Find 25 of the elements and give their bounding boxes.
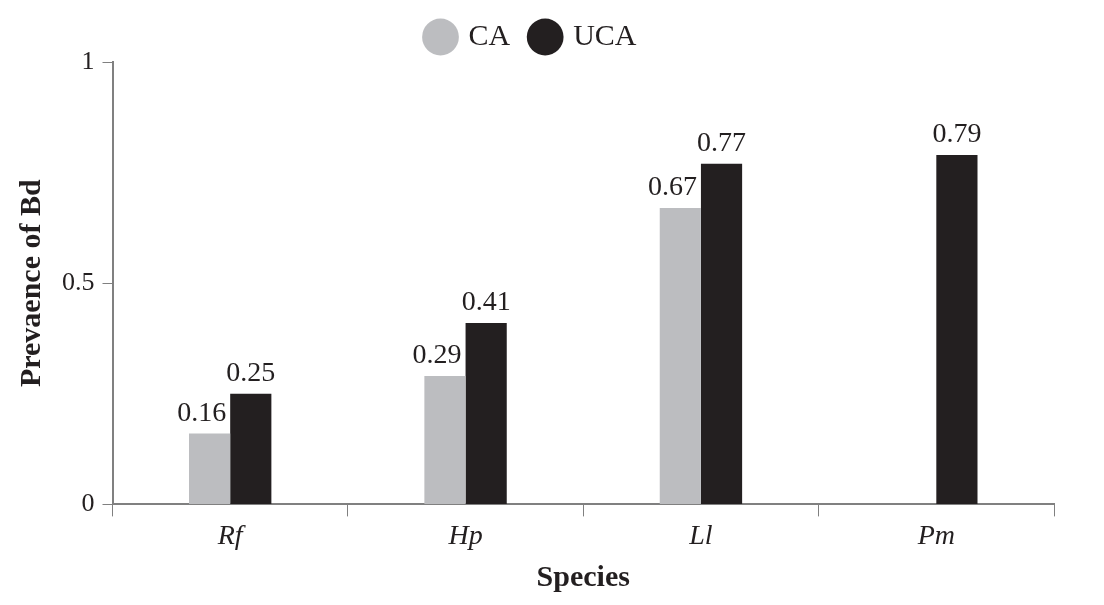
data-label: 0.77 [697,126,747,158]
data-label: 0.29 [412,338,462,370]
y-tick-label: 0.5 [62,267,95,297]
legend-label: CA [468,17,511,51]
bar [700,163,743,504]
legend-label: UCA [573,17,637,51]
y-tick-label: 1 [81,45,95,75]
bar [424,376,466,504]
bar [936,154,978,504]
data-label: 0.41 [461,285,511,317]
bar [465,323,507,504]
y-axis-title: Prevaence of Bd [12,179,46,388]
bar [659,207,701,504]
bar [230,393,272,504]
x-tick-label: Ll [688,518,713,550]
data-label: 0.16 [177,395,227,427]
x-tick-label: Rf [216,518,246,550]
data-label: 0.67 [647,170,697,202]
bar [189,433,231,504]
data-label: 0.79 [932,117,982,149]
y-tick-label: 0 [81,488,95,518]
x-tick-label: Hp [447,518,483,550]
x-axis-title: Species [536,558,630,592]
x-tick-label: Pm [916,518,955,550]
data-label: 0.25 [226,356,276,388]
